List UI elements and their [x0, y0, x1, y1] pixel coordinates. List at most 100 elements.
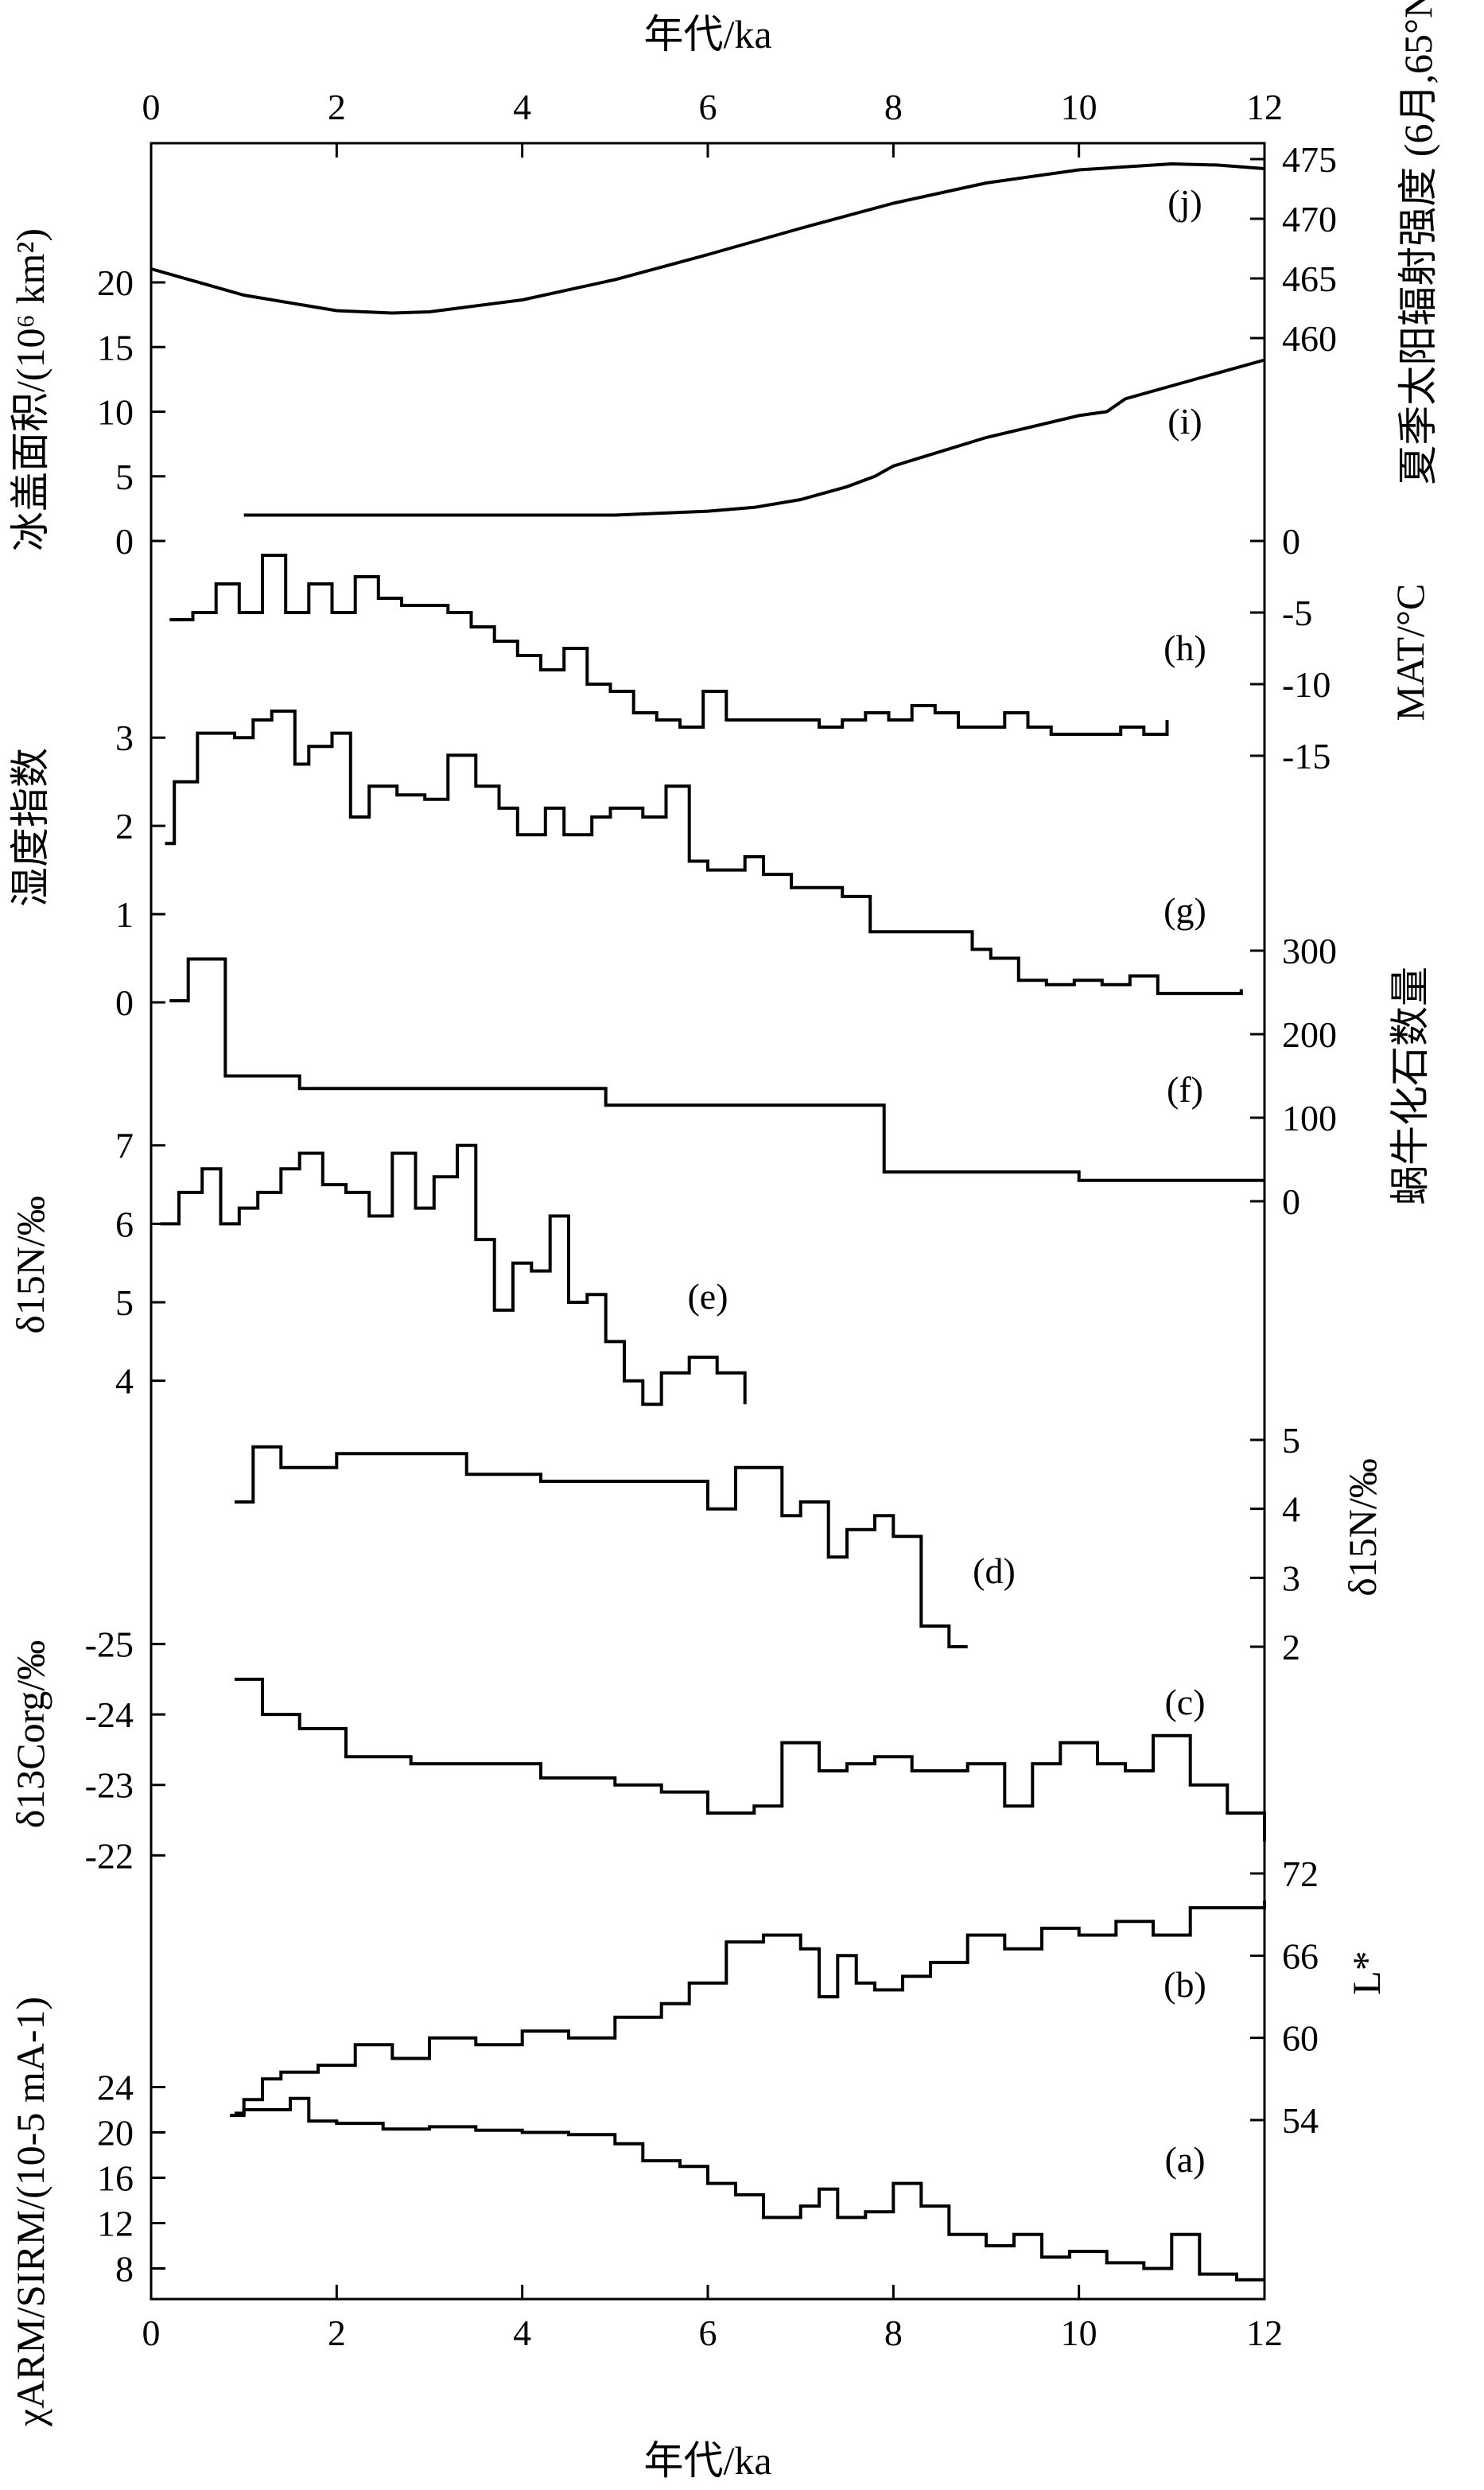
series-line-g	[165, 709, 1243, 995]
x-ticks: 0 0 2 2 4 4 6 6 8 8 10 10 12 12	[142, 87, 1284, 2353]
y-axis-title-i: 冰盖面积/(10⁶ km²)	[8, 228, 52, 551]
panel-label-h: (h)	[1164, 628, 1206, 668]
y-tick-label-g: 2	[115, 806, 134, 846]
y-tick-label-c: -23	[85, 1765, 134, 1806]
x-tick-label-bottom: 4	[513, 2313, 531, 2353]
x-axis-title-bottom: 年代/ka	[643, 2438, 771, 2483]
panel-label-g: (g)	[1164, 890, 1206, 931]
y-tick-label-a: 12	[97, 2204, 134, 2244]
y-tick-label-j: 475	[1282, 139, 1337, 180]
x-tick-label-bottom: 8	[884, 2313, 903, 2353]
y-tick-label-g: 1	[115, 894, 134, 935]
y-tick-label-e: 7	[115, 1126, 134, 1166]
y-axis-title-a: χARM/SIRM/(10-5 mA-1)	[8, 1997, 52, 2427]
panel-label-b: (b)	[1164, 1964, 1206, 2005]
y-tick-label-b: 72	[1282, 1854, 1319, 1894]
panel-g: 0 1 2 3 (g) 湿度指数	[8, 709, 1243, 1023]
x-axis-title-top: 年代/ka	[643, 12, 771, 56]
panel-i: 0 5 10 15 20 (i) 冰盖面积/(10⁶ km²)	[8, 228, 1265, 562]
panel-label-f: (f)	[1167, 1069, 1203, 1110]
x-tick-label-bottom: 2	[328, 2313, 346, 2353]
y-tick-label-a: 24	[97, 2068, 134, 2108]
x-tick-label-top: 8	[884, 87, 903, 127]
panel-d: 2 3 4 5 (d) δ15N/‰	[235, 1420, 1385, 1667]
series-line-j	[150, 161, 1265, 315]
panel-c: -25 -24 -23 -22 (c) δ13Corg/‰	[8, 1624, 1266, 1876]
y-axis-title-d: δ15N/‰	[1340, 1458, 1385, 1597]
y-tick-label-i: 20	[97, 263, 134, 303]
y-tick-label-h: -15	[1282, 736, 1331, 776]
y-tick-label-a: 8	[115, 2249, 134, 2290]
x-tick-label-bottom: 0	[142, 2313, 161, 2353]
y-tick-label-b: 60	[1282, 2018, 1319, 2059]
panel-label-j: (j)	[1167, 182, 1202, 223]
y-tick-label-h: 0	[1282, 521, 1300, 562]
y-tick-label-e: 4	[115, 1361, 134, 1402]
panel-e: 4 5 6 7 (e) δ15N/‰	[8, 1126, 747, 1406]
y-tick-label-d: 2	[1282, 1627, 1300, 1667]
y-tick-label-j: 465	[1282, 259, 1337, 299]
y-tick-label-i: 15	[97, 327, 134, 368]
panel-f: 0 100 200 300 (f) 蜗牛化石数量	[169, 931, 1432, 1222]
panel-h: 0 -5 -10 -15 (h) MAT/°C	[169, 521, 1432, 776]
series-line-e	[160, 1143, 747, 1406]
y-axis-title-j: 夏季太阳辐射强度 (6月,65°N)	[1396, 0, 1440, 485]
x-tick-label-top: 4	[513, 87, 531, 127]
series-line-f	[169, 957, 1265, 1182]
x-tick-label-top: 10	[1061, 87, 1097, 127]
y-tick-label-d: 3	[1282, 1558, 1300, 1598]
x-tick-label-top: 6	[699, 87, 717, 127]
panel-label-a: (a)	[1164, 2139, 1205, 2180]
y-axis-title-c: δ13Corg/‰	[8, 1640, 52, 1829]
y-axis-title-g: 湿度指数	[8, 748, 52, 907]
y-axis-title-e: δ15N/‰	[8, 1196, 52, 1334]
y-axis-title-f: 蜗牛化石数量	[1388, 967, 1432, 1205]
panel-label-c: (c)	[1164, 1682, 1205, 1722]
y-tick-label-a: 16	[97, 2158, 134, 2199]
series-line-h	[169, 554, 1169, 736]
y-tick-label-e: 5	[115, 1282, 134, 1323]
y-tick-label-c: -22	[85, 1835, 134, 1876]
y-tick-label-i: 5	[115, 457, 134, 497]
y-tick-label-i: 0	[115, 521, 134, 562]
y-tick-label-f: 300	[1282, 931, 1337, 971]
y-tick-label-f: 200	[1282, 1014, 1337, 1055]
y-tick-label-c: -25	[85, 1624, 134, 1665]
panel-label-e: (e)	[687, 1276, 728, 1317]
panel-j: 460 465 470 475 (j) 夏季太阳辐射强度 (6月,65°N)	[150, 0, 1440, 485]
panel-label-d: (d)	[973, 1550, 1016, 1591]
y-tick-label-f: 100	[1282, 1098, 1337, 1138]
series-line-c	[235, 1677, 1266, 1842]
x-tick-label-top: 2	[328, 87, 346, 127]
y-tick-label-h: -10	[1282, 664, 1331, 705]
panel-label-i: (i)	[1167, 401, 1202, 442]
series-line-b	[235, 1901, 1266, 2115]
x-tick-label-top: 12	[1246, 87, 1283, 127]
panel-b: 54 60 66 72 (b) L*	[235, 1854, 1389, 2141]
y-tick-label-i: 10	[97, 392, 134, 433]
y-tick-label-a: 20	[97, 2113, 134, 2153]
y-tick-label-d: 5	[1282, 1420, 1300, 1461]
series-line-a	[230, 2096, 1265, 2282]
y-tick-label-f: 0	[1282, 1181, 1300, 1222]
y-tick-label-e: 6	[115, 1204, 134, 1244]
plot-frame	[150, 142, 1266, 2301]
y-tick-label-g: 3	[115, 718, 134, 758]
x-tick-label-bottom: 6	[699, 2313, 717, 2353]
x-tick-label-bottom: 12	[1246, 2313, 1283, 2353]
y-axis-title-b: L*	[1344, 1951, 1389, 1995]
y-tick-label-j: 470	[1282, 199, 1337, 239]
series-line-d	[235, 1445, 968, 1648]
y-tick-label-c: -24	[85, 1694, 134, 1735]
x-tick-label-bottom: 10	[1061, 2313, 1097, 2353]
x-tick-label-top: 0	[142, 87, 161, 127]
y-tick-label-h: -5	[1282, 593, 1312, 633]
y-axis-title-h: MAT/°C	[1388, 584, 1432, 722]
series-line-i	[243, 358, 1265, 517]
y-tick-label-g: 0	[115, 982, 134, 1023]
y-tick-label-j: 460	[1282, 318, 1337, 359]
